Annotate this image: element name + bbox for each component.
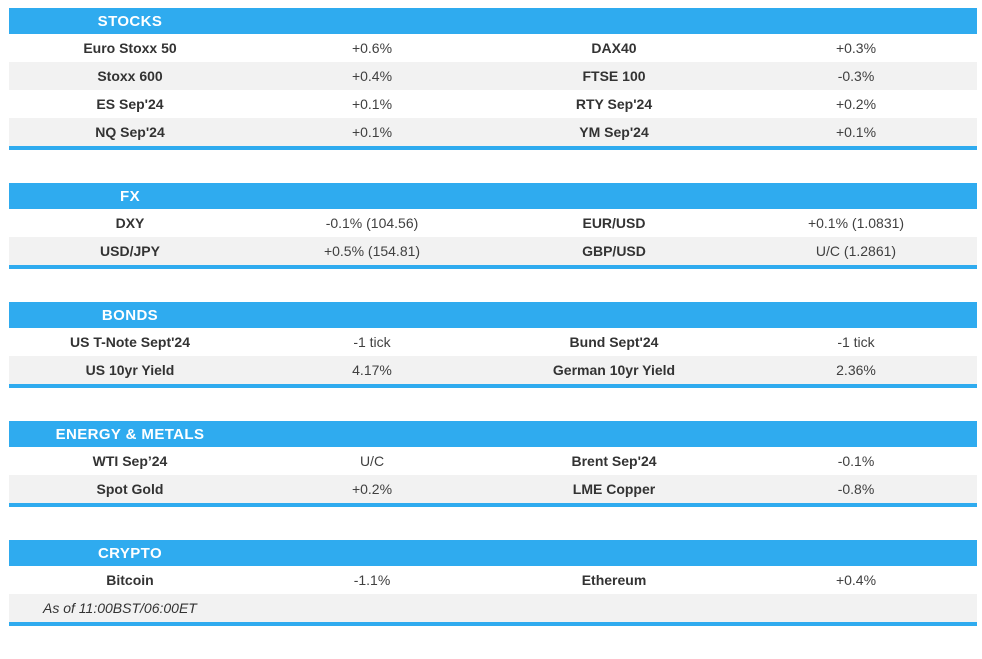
instrument-name: Bitcoin [106, 572, 154, 588]
instrument-name: RTY Sep'24 [575, 96, 653, 112]
section-header: BONDS [9, 302, 977, 328]
instrument-value: +0.1% [351, 96, 393, 112]
instrument-name: FTSE 100 [582, 68, 646, 84]
instrument-value: -0.3% [837, 68, 875, 84]
instrument-value: +0.6% [351, 40, 393, 56]
instrument-name: LME Copper [572, 481, 656, 497]
instrument-value: -0.1% (104.56) [325, 215, 419, 231]
instrument-name: WTI Sep’24 [92, 453, 168, 469]
instrument-name: YM Sep'24 [579, 124, 649, 140]
table-row: DXY -0.1% (104.56) EUR/USD +0.1% (1.0831… [9, 209, 977, 237]
instrument-name: NQ Sep'24 [95, 124, 165, 140]
section-energy-metals: ENERGY & METALS WTI Sep’24 U/C Brent Sep… [9, 421, 977, 507]
instrument-name: Stoxx 600 [97, 68, 163, 84]
instrument-name: Spot Gold [96, 481, 164, 497]
instrument-name: Brent Sep'24 [571, 453, 657, 469]
instrument-value: -0.8% [837, 481, 875, 497]
section-header: FX [9, 183, 977, 209]
instrument-value: +0.1% (1.0831) [807, 215, 905, 231]
instrument-value: +0.4% [351, 68, 393, 84]
table-row: NQ Sep'24 +0.1% YM Sep'24 +0.1% [9, 118, 977, 146]
instrument-value: +0.3% [835, 40, 877, 56]
section-header: STOCKS [9, 8, 977, 34]
table-row: US 10yr Yield 4.17% German 10yr Yield 2.… [9, 356, 977, 384]
instrument-name: Ethereum [581, 572, 647, 588]
instrument-name: German 10yr Yield [552, 362, 676, 378]
instrument-value: 4.17% [352, 362, 392, 378]
instrument-value: +0.1% [351, 124, 393, 140]
instrument-value: U/C [359, 453, 385, 469]
instrument-value: +0.5% (154.81) [323, 243, 421, 259]
market-snapshot: STOCKS Euro Stoxx 50 +0.6% DAX40 +0.3% S… [9, 8, 977, 659]
table-row: USD/JPY +0.5% (154.81) GBP/USD U/C (1.28… [9, 237, 977, 265]
section-header: ENERGY & METALS [9, 421, 977, 447]
instrument-name: USD/JPY [100, 243, 160, 259]
instrument-value: 2.36% [836, 362, 876, 378]
instrument-name: Euro Stoxx 50 [83, 40, 177, 56]
section-title: FX [120, 187, 140, 205]
table-row: Stoxx 600 +0.4% FTSE 100 -0.3% [9, 62, 977, 90]
section-fx: FX DXY -0.1% (104.56) EUR/USD +0.1% (1.0… [9, 183, 977, 269]
table-row: Bitcoin -1.1% Ethereum +0.4% [9, 566, 977, 594]
instrument-name: US T-Note Sept'24 [69, 334, 191, 350]
section-title: CRYPTO [97, 544, 163, 562]
instrument-value: +0.4% [835, 572, 877, 588]
instrument-value: +0.1% [835, 124, 877, 140]
instrument-name: EUR/USD [582, 215, 646, 231]
as-of-row: As of 11:00BST/06:00ET [9, 594, 977, 622]
table-row: US T-Note Sept'24 -1 tick Bund Sept'24 -… [9, 328, 977, 356]
instrument-value: -1.1% [353, 572, 391, 588]
section-title: BONDS [101, 306, 159, 324]
section-bonds: BONDS US T-Note Sept'24 -1 tick Bund Sep… [9, 302, 977, 388]
section-crypto: CRYPTO Bitcoin -1.1% Ethereum +0.4% As o… [9, 540, 977, 626]
instrument-name: DXY [115, 215, 145, 231]
as-of-timestamp: As of 11:00BST/06:00ET [43, 600, 197, 616]
instrument-name: Bund Sept'24 [569, 334, 659, 350]
section-title: STOCKS [97, 12, 163, 30]
instrument-value: -1 tick [837, 334, 875, 350]
instrument-name: GBP/USD [582, 243, 646, 259]
section-title: ENERGY & METALS [55, 425, 205, 443]
instrument-value: -1 tick [353, 334, 391, 350]
instrument-value: +0.2% [351, 481, 393, 497]
table-row: ES Sep'24 +0.1% RTY Sep'24 +0.2% [9, 90, 977, 118]
table-row: Euro Stoxx 50 +0.6% DAX40 +0.3% [9, 34, 977, 62]
instrument-value: +0.2% [835, 96, 877, 112]
table-row: Spot Gold +0.2% LME Copper -0.8% [9, 475, 977, 503]
section-stocks: STOCKS Euro Stoxx 50 +0.6% DAX40 +0.3% S… [9, 8, 977, 150]
instrument-value: U/C (1.2861) [815, 243, 897, 259]
instrument-name: US 10yr Yield [85, 362, 175, 378]
instrument-name: ES Sep'24 [96, 96, 164, 112]
section-header: CRYPTO [9, 540, 977, 566]
instrument-name: DAX40 [591, 40, 637, 56]
instrument-value: -0.1% [837, 453, 875, 469]
table-row: WTI Sep’24 U/C Brent Sep'24 -0.1% [9, 447, 977, 475]
